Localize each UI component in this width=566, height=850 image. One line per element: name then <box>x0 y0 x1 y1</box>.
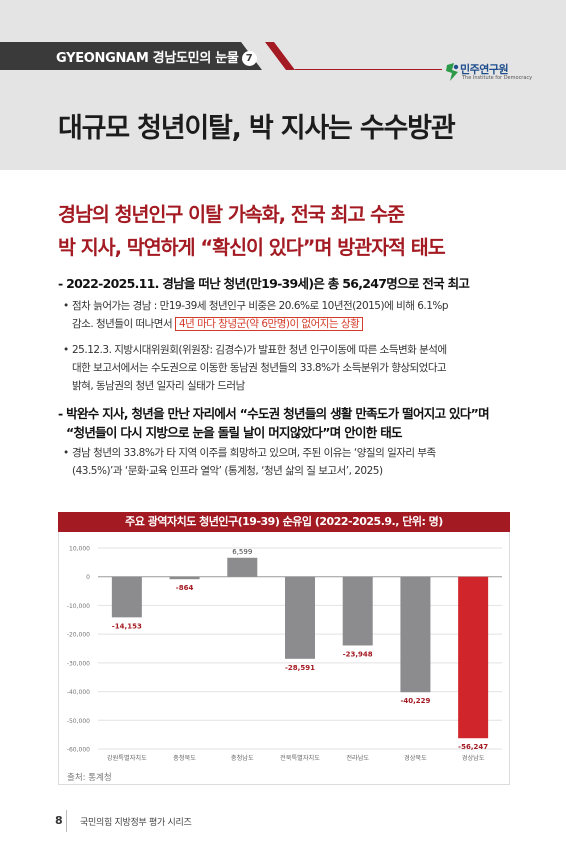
y-tick-label: -30,000 <box>67 660 90 667</box>
y-tick-label: -10,000 <box>67 603 90 610</box>
section1-bullet-2: • 25.12.3. 지방시대위원회(위원장: 김경수)가 발표한 청년 인구이… <box>63 341 512 395</box>
section1-bullet-1-line-2: 감소. 청년들이 떠나면서 4년 마다 창녕군(약 6만명)이 없어지는 상황 <box>72 315 512 333</box>
chart-bar <box>342 576 373 646</box>
chart-bar <box>111 576 142 618</box>
bullet-dot: • <box>63 344 69 356</box>
chart-bar <box>285 576 315 659</box>
page-title: 대규모 청년이탈, 박 지사는 수수방관 <box>58 113 456 144</box>
section1-bullet-2-line-1: 25.12.3. 지방시대위원회(위원장: 김경수)가 발표한 청년 인구이동에… <box>72 344 447 356</box>
institute-logo-icon <box>446 63 459 81</box>
section1-bullet-1: • 점차 늙어가는 경남 : 만19-39세 청년인구 비중은 20.6%로 1… <box>63 297 512 333</box>
x-tick-label: 강원특별자치도 <box>107 754 147 762</box>
section1-bullet-1-line-2-text: 감소. 청년들이 떠나면서 <box>72 318 175 330</box>
section1-bullet-2-line-3: 밝혀, 동남권의 청년 일자리 실태가 드러남 <box>72 380 245 392</box>
subtitle-line-2: 박 지사, 막연하게 “확신이 있다”며 방관자적 태도 <box>58 236 446 259</box>
chart-bar <box>400 576 431 693</box>
section2-heading-line-2: “청년들이 다시 지방으로 눈을 돌릴 날이 머지않았다”며 안이한 태도 <box>66 425 403 440</box>
section1-bullet-1-line-1: 점차 늙어가는 경남 : 만19-39세 청년인구 비중은 20.6%로 10년… <box>72 300 449 312</box>
chart-title: 주요 광역자치도 청년인구(19-39) 순유입 (2022-2025.9., … <box>58 512 510 532</box>
y-tick-label: 0 <box>86 574 90 581</box>
series-number-badge: 7 <box>241 51 257 66</box>
data-label: -14,153 <box>112 622 142 630</box>
header-divider <box>295 69 442 70</box>
y-tick-label: -60,000 <box>67 747 90 754</box>
footer-series-title: 국민의힘 지방정부 평가 시리즈 <box>80 818 192 828</box>
section2-bullet-1-line-1: 경남 청년의 33.8%가 타 지역 이주를 희망하고 있으며, 주된 이유는 … <box>72 447 436 459</box>
x-tick-label: 전라남도 <box>346 754 369 762</box>
subtitle-line-1: 경남의 청년인구 이탈 가속화, 전국 최고 수준 <box>58 203 405 226</box>
data-label: -56,247 <box>458 743 488 751</box>
x-tick-label: 충청남도 <box>231 754 254 762</box>
chart-bar <box>458 576 489 739</box>
section2-heading-line-1: - 박완수 지사, 청년을 만난 자리에서 “수도권 청년들의 생활 만족도가 … <box>58 406 490 421</box>
series-tag <box>0 42 262 70</box>
x-tick-label: 경상북도 <box>404 754 427 762</box>
x-tick-label: 충청북도 <box>173 754 196 762</box>
section2-bullet-1: • 경남 청년의 33.8%가 타 지역 이주를 희망하고 있으며, 주된 이유… <box>63 444 512 480</box>
chart-bar <box>169 576 200 580</box>
institute-logo-subtitle: The Institute for Democracy <box>462 75 533 81</box>
data-label: -864 <box>176 584 194 592</box>
series-name: GYEONGNAM 경남도민의 눈물 <box>56 51 239 66</box>
institute-logo: 민주연구원 The Institute for Democracy <box>444 60 534 86</box>
section1-bullet-2-line-2: 대한 보고서에서는 수도권으로 이동한 동남권 청년들의 33.8%가 소득분위… <box>72 362 447 374</box>
section1-heading: - 2022-2025.11. 경남을 떠난 청년(만19-39세)은 총 56… <box>58 276 470 291</box>
section2-bullet-1-line-2: (43.5%)’과 ‘문화·교육 인프라 열악’ (통계청, ‘청년 삶의 질 … <box>72 465 383 477</box>
x-tick-label: 전북특별자치도 <box>280 754 320 762</box>
data-label: -28,591 <box>285 664 315 672</box>
header-band <box>0 0 566 170</box>
data-label: -40,229 <box>400 697 430 705</box>
net-inflow-bar-chart: 10,000 0 -10,000 -20,000 -30,000 -40,000 -50,0… <box>67 546 502 762</box>
footer-divider <box>66 810 67 832</box>
bullet-dot: • <box>63 447 69 459</box>
y-tick-label: -50,000 <box>67 718 90 725</box>
data-label: -23,948 <box>343 650 373 658</box>
institute-logo-name: 민주연구원 <box>460 63 509 76</box>
highlighted-statement: 4년 마다 창녕군(약 6만명)이 없어지는 상황 <box>174 317 364 331</box>
series-label: GYEONGNAM 경남도민의 눈물 7 <box>56 47 257 66</box>
y-tick-label: -40,000 <box>67 689 90 696</box>
data-label: 6,599 <box>232 548 252 556</box>
y-tick-label: -20,000 <box>67 632 90 639</box>
page-number: 8 <box>55 814 63 827</box>
chart-source: 출처: 통계청 <box>67 773 112 783</box>
bullet-dot: • <box>63 300 69 312</box>
chart-bar <box>227 557 258 577</box>
y-tick-label: 10,000 <box>69 546 90 553</box>
x-tick-label: 경상남도 <box>462 754 485 762</box>
